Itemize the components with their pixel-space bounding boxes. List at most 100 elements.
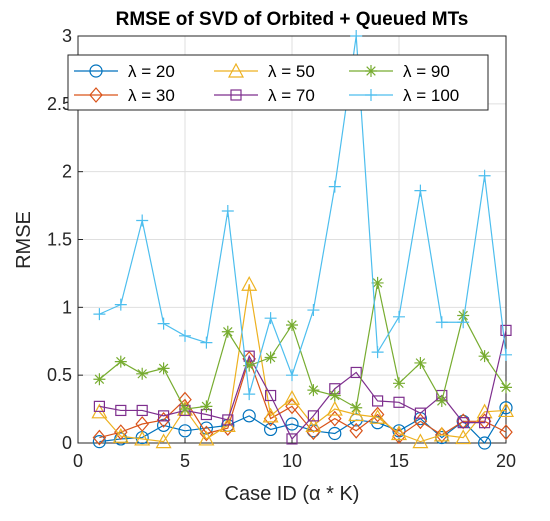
data-point <box>222 414 234 426</box>
chart-title: RMSE of SVD of Orbited + Queued MTs <box>116 9 469 30</box>
data-point <box>393 310 405 323</box>
data-point <box>369 408 386 424</box>
data-point <box>200 400 213 413</box>
data-point <box>478 350 491 363</box>
legend-label: λ = 70 <box>268 86 315 105</box>
data-point <box>478 169 491 182</box>
data-point <box>92 435 107 449</box>
data-point <box>348 406 365 422</box>
data-point <box>136 367 149 380</box>
data-point <box>286 433 298 445</box>
data-point <box>243 388 256 401</box>
data-point <box>414 356 427 369</box>
legend-label: λ = 90 <box>403 62 450 81</box>
data-point <box>371 276 384 289</box>
legend-entry: λ = 20 <box>74 62 175 81</box>
legend-entry: λ = 90 <box>349 62 450 81</box>
data-point <box>390 425 408 441</box>
legend-marker <box>227 62 245 78</box>
x-tick-label: 5 <box>180 451 190 471</box>
data-point <box>328 180 341 193</box>
data-point <box>307 304 320 317</box>
data-point <box>306 424 321 441</box>
data-point <box>371 346 384 359</box>
data-point <box>435 426 449 443</box>
data-point <box>262 407 279 423</box>
data-point <box>221 205 234 218</box>
legend: λ = 20 λ = 30 λ = 50 λ = 70 λ = 90 λ = 100 <box>67 54 489 111</box>
legend-box <box>67 54 489 111</box>
data-point <box>242 409 256 423</box>
series-5 <box>93 276 512 416</box>
data-point <box>457 417 469 429</box>
data-point <box>350 366 362 379</box>
y-axis-title: RMSE <box>13 211 35 269</box>
data-point <box>500 348 512 361</box>
data-point <box>457 316 470 329</box>
legend-label: λ = 100 <box>403 86 459 105</box>
data-point <box>114 355 127 368</box>
legend-marker <box>365 65 377 77</box>
y-tick-label: 0 <box>62 433 72 453</box>
legend-marker <box>89 87 103 103</box>
legend-marker <box>365 89 377 101</box>
series-line <box>99 282 507 410</box>
data-point <box>286 318 298 331</box>
data-point <box>499 401 513 415</box>
data-point <box>414 407 426 419</box>
legend-entry: λ = 50 <box>214 62 315 81</box>
data-point <box>92 429 107 446</box>
data-point <box>93 308 106 321</box>
data-point <box>285 417 299 431</box>
data-point <box>155 433 172 449</box>
data-point <box>477 413 492 430</box>
data-point <box>179 329 191 342</box>
data-point <box>134 430 151 446</box>
series-6 <box>93 30 512 401</box>
data-point <box>372 395 384 407</box>
data-point <box>370 406 385 423</box>
data-point <box>114 432 128 446</box>
data-point <box>349 422 363 439</box>
data-point <box>307 384 320 397</box>
x-tick-label: 15 <box>389 451 409 471</box>
legend-label: λ = 20 <box>128 62 175 81</box>
data-point <box>241 276 258 291</box>
data-point <box>433 426 450 442</box>
data-point <box>457 309 470 322</box>
data-point <box>456 413 470 430</box>
data-point <box>114 298 127 311</box>
y-axis-ticks: 0 0.5 1 1.5 2 2.5 3 <box>47 26 83 453</box>
data-point <box>93 400 106 412</box>
data-point <box>328 389 341 402</box>
x-tick-label: 20 <box>496 451 516 471</box>
data-point <box>286 369 298 382</box>
data-point <box>307 410 319 422</box>
data-point <box>350 401 363 414</box>
data-point <box>264 312 277 325</box>
data-point <box>156 412 171 428</box>
legend-entry: λ = 70 <box>214 86 315 105</box>
data-point <box>305 417 322 432</box>
legend-label: λ = 50 <box>268 62 315 81</box>
legend-entry: λ = 30 <box>74 86 175 105</box>
data-point <box>499 424 513 441</box>
data-point <box>393 377 405 390</box>
data-point <box>497 402 515 418</box>
data-point <box>414 184 427 197</box>
y-tick-label: 1 <box>62 297 72 317</box>
data-point <box>221 325 234 338</box>
data-point <box>265 389 277 402</box>
data-point <box>283 389 301 405</box>
data-point <box>115 404 127 417</box>
x-axis-title: Case ID (α * K) <box>225 483 360 505</box>
data-point <box>157 362 170 375</box>
data-point <box>93 373 106 386</box>
data-point <box>478 436 492 450</box>
x-tick-label: 10 <box>282 451 302 471</box>
data-point <box>198 430 215 446</box>
legend-marker <box>89 64 103 78</box>
data-point <box>479 417 491 429</box>
data-point <box>412 433 429 449</box>
